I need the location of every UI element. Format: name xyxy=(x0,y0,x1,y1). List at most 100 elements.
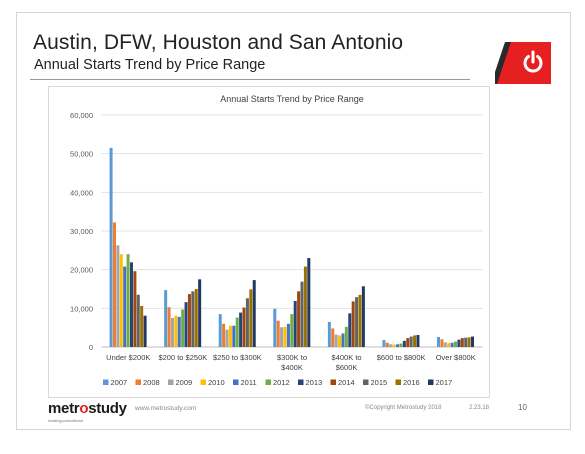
bar-2012 xyxy=(290,314,294,347)
bar-2017 xyxy=(198,279,202,347)
legend-swatch xyxy=(233,379,239,385)
copyright-text: ©Copyright Metrostudy 2018 xyxy=(365,405,442,411)
y-tick-label: 0 xyxy=(89,343,93,352)
bar-2014 xyxy=(460,338,464,347)
bar-2017 xyxy=(361,286,365,347)
bar-2012 xyxy=(126,254,130,347)
bar-2011 xyxy=(286,323,290,347)
bar-2016 xyxy=(413,335,417,347)
bar-2017 xyxy=(252,280,256,347)
price-range-bar-chart: Annual Starts Trend by Price Range 0 10,00… xyxy=(70,94,483,387)
bar-2016 xyxy=(140,306,144,347)
x-category-label: Over $800K xyxy=(436,353,476,362)
x-category-label: $600K xyxy=(336,363,358,372)
legend-label: 2016 xyxy=(403,378,420,387)
bar-2010 xyxy=(283,326,287,347)
x-category-label: $300K to xyxy=(277,353,307,362)
legend-label: 2007 xyxy=(111,378,128,387)
bar-2008 xyxy=(112,222,116,347)
bar-2009 xyxy=(443,342,447,347)
bar-2014 xyxy=(187,294,191,347)
x-category-label: $250 to $300K xyxy=(213,353,262,362)
bar-2015 xyxy=(191,291,195,347)
bar-2007 xyxy=(273,308,277,347)
bar-2010 xyxy=(447,343,451,347)
bar-2012 xyxy=(454,341,458,347)
bar-2009 xyxy=(334,334,338,347)
bar-2017 xyxy=(143,315,147,347)
bar-2009 xyxy=(225,329,229,347)
x-category-label: $400K to xyxy=(332,353,362,362)
slide-date: 2.23.18 xyxy=(469,405,490,411)
bar-2017 xyxy=(307,258,311,347)
brand-tagline: #makingyourboldmove xyxy=(48,419,84,423)
chart-panel: Annual Starts Trend by Price Range 0 10,00… xyxy=(48,86,490,398)
bar-2010 xyxy=(228,325,232,347)
legend-label: 2008 xyxy=(143,378,160,387)
bar-2014 xyxy=(133,271,137,347)
bar-2011 xyxy=(232,325,236,347)
y-tick-label: 10,000 xyxy=(70,304,93,313)
legend-label: 2017 xyxy=(436,378,453,387)
bar-2012 xyxy=(235,317,239,347)
logo-dark-stripe xyxy=(495,42,511,84)
bar-2016 xyxy=(303,266,307,347)
y-tick-label: 50,000 xyxy=(70,150,93,159)
bar-2016 xyxy=(467,337,471,347)
legend-label: 2012 xyxy=(273,378,290,387)
legend-swatch xyxy=(103,379,109,385)
bar-2014 xyxy=(242,307,246,347)
bar-2007 xyxy=(437,336,441,347)
bar-2016 xyxy=(194,289,198,347)
legend-label: 2015 xyxy=(371,378,388,387)
bar-2013 xyxy=(402,340,406,347)
legend-swatch xyxy=(330,379,336,385)
bar-2013 xyxy=(457,339,461,347)
bar-2015 xyxy=(245,298,249,347)
title-divider xyxy=(30,79,470,80)
bar-2008 xyxy=(276,320,280,347)
power-symbol xyxy=(523,55,543,73)
bar-2011 xyxy=(396,344,400,347)
bar-2014 xyxy=(297,291,301,347)
legend-label: 2014 xyxy=(338,378,355,387)
bar-2010 xyxy=(392,344,396,347)
bar-2016 xyxy=(249,289,253,347)
power-logo-icon xyxy=(495,42,551,84)
legend-swatch xyxy=(363,379,369,385)
bar-2008 xyxy=(331,328,335,347)
bar-2015 xyxy=(300,281,304,347)
slide-title: Austin, DFW, Houston and San Antonio xyxy=(33,31,404,54)
bar-2008 xyxy=(167,307,171,347)
logo-red-shape xyxy=(495,42,551,84)
website-link[interactable]: www.metrostudy.com xyxy=(135,405,197,412)
bar-2012 xyxy=(399,343,403,347)
bar-2007 xyxy=(382,340,386,347)
bar-2016 xyxy=(358,294,362,347)
y-tick-label: 30,000 xyxy=(70,227,93,236)
chart-title: Annual Starts Trend by Price Range xyxy=(220,94,364,104)
legend-label: 2013 xyxy=(306,378,323,387)
x-category-label: $200 to $250K xyxy=(158,353,207,362)
bar-2011 xyxy=(341,333,345,347)
legend-swatch xyxy=(135,379,141,385)
legend-label: 2009 xyxy=(176,378,193,387)
bar-2014 xyxy=(406,338,410,347)
legend-label: 2010 xyxy=(208,378,225,387)
bar-2011 xyxy=(450,342,454,347)
x-category-label: Under $200K xyxy=(106,353,150,362)
bar-2009 xyxy=(170,318,174,347)
bar-2010 xyxy=(174,315,178,347)
bar-2015 xyxy=(355,297,359,347)
bar-2009 xyxy=(389,344,393,347)
bar-2012 xyxy=(344,326,348,347)
bar-2013 xyxy=(184,302,188,347)
legend-swatch xyxy=(265,379,271,385)
legend-swatch xyxy=(395,379,401,385)
bar-2011 xyxy=(123,266,127,347)
bar-2009 xyxy=(280,327,284,347)
bar-2013 xyxy=(129,262,133,347)
bar-2013 xyxy=(348,313,352,347)
bar-2014 xyxy=(351,301,355,347)
